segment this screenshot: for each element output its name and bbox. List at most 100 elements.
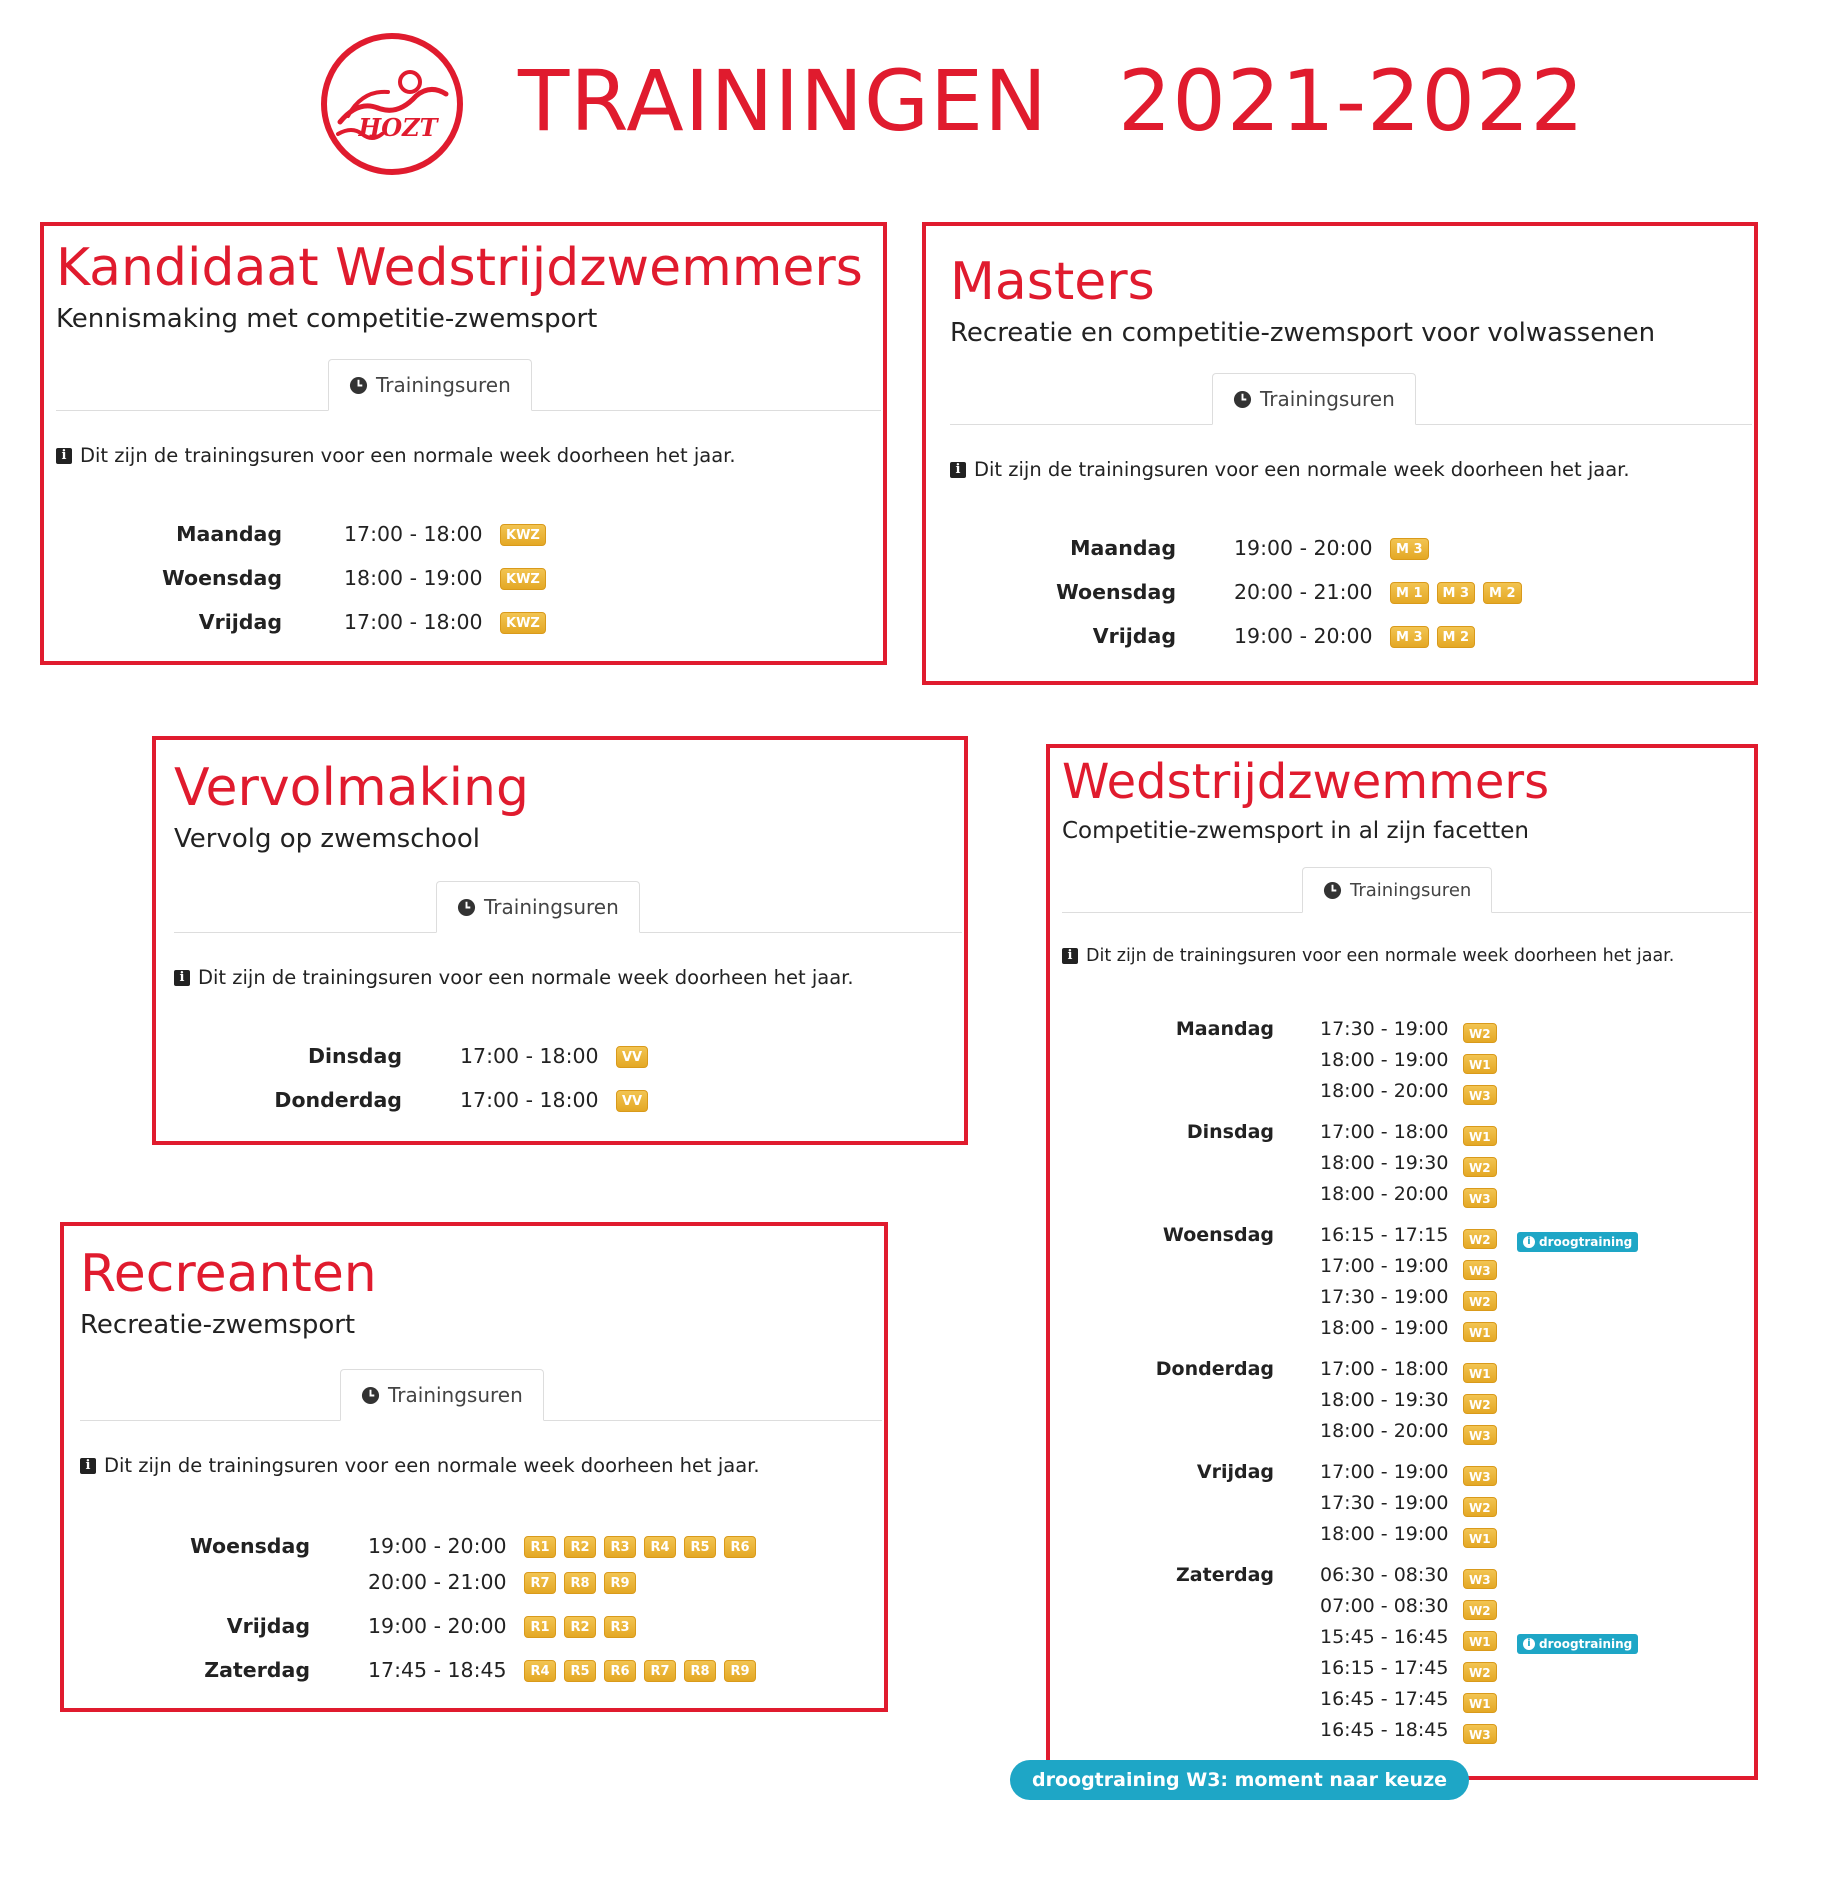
group-badges: R1 R2 R3 R4 R5 R6 <box>524 1536 756 1558</box>
group-badges: W2 <box>1463 1495 1497 1517</box>
day-label: Woensdag <box>190 1534 310 1558</box>
time-range: 19:00 - 20:00 <box>1234 624 1373 648</box>
time-range: 17:30 - 19:00 <box>1320 1286 1449 1308</box>
tab-trainingsuren[interactable]: Trainingsuren <box>1302 867 1493 913</box>
time-range: 18:00 - 20:00 <box>1320 1080 1449 1102</box>
group-badges: W1 <box>1463 1361 1497 1383</box>
info-badge-label: droogtraining <box>1539 1637 1633 1651</box>
schedule-line: 15:45 - 16:45 W1 i droogtraining <box>1320 1624 1750 1655</box>
group-badge: R6 <box>604 1660 636 1682</box>
schedule-line: 16:45 - 17:45 W1 <box>1320 1686 1750 1717</box>
schedule-row: Vrijdag 17:00 - 18:00 KWZ <box>44 604 644 648</box>
clock-icon <box>457 898 476 916</box>
svg-text:HOZT: HOZT <box>358 113 440 142</box>
info-badge: i droogtraining <box>1517 1634 1639 1654</box>
group-badge: W2 <box>1463 1157 1497 1177</box>
schedule-row: Woensdag 20:00 - 21:00 M 1 M 3 M 2 <box>926 574 1626 618</box>
schedule-table: Maandag 19:00 - 20:00 M 3 Woensdag 20:00… <box>926 530 1626 662</box>
group-badge: W2 <box>1463 1023 1497 1043</box>
tab-trainingsuren[interactable]: Trainingsuren <box>436 881 640 933</box>
group-badges: W3 <box>1463 1722 1497 1744</box>
time-range: 18:00 - 20:00 <box>1320 1183 1449 1205</box>
schedule-row: Maandag 17:00 - 18:00 KWZ <box>44 516 644 560</box>
group-badges: M 3 M 2 <box>1390 626 1476 648</box>
card-title: Vervolmaking <box>174 758 529 818</box>
time-range: 17:00 - 19:00 <box>1320 1461 1449 1483</box>
group-badges: KWZ <box>500 568 546 590</box>
group-badges: W3 <box>1463 1423 1497 1445</box>
day-label: Vrijdag <box>198 610 282 634</box>
group-badge: R2 <box>564 1616 596 1638</box>
group-badge: W3 <box>1463 1569 1497 1589</box>
group-badges: W1 <box>1463 1320 1497 1342</box>
group-badges: R4 R5 R6 R7 R8 R9 <box>524 1660 756 1682</box>
time-range: 17:00 - 18:00 <box>460 1044 599 1068</box>
info-icon: i <box>56 447 72 464</box>
time-range: 18:00 - 20:00 <box>1320 1420 1449 1442</box>
time-range: 17:00 - 18:00 <box>460 1088 599 1112</box>
day-label: Donderdag <box>274 1088 402 1112</box>
group-badge: M 1 <box>1390 582 1429 604</box>
group-badges: R1 R2 R3 <box>524 1616 636 1638</box>
group-badge: W1 <box>1463 1126 1497 1146</box>
schedule-table: Maandag 17:00 - 18:00 KWZ Woensdag 18:00… <box>44 516 644 648</box>
group-badge: W3 <box>1463 1724 1497 1744</box>
group-badges: VV <box>616 1090 649 1112</box>
group-badge: R7 <box>644 1660 676 1682</box>
time-range: 19:00 - 20:00 <box>368 1534 507 1558</box>
group-badge: W1 <box>1463 1693 1497 1713</box>
schedule-line: 18:00 - 20:00 W3 <box>1320 1078 1750 1109</box>
time-range: 17:00 - 18:00 <box>1320 1121 1449 1143</box>
day-group: Maandag 17:30 - 19:00 W2 18:00 - 19:00 W1 18:… <box>1050 1016 1750 1109</box>
droogtraining-badge: i droogtraining <box>1517 1227 1639 1252</box>
info-text: Dit zijn de trainingsuren voor een norma… <box>198 966 854 989</box>
group-badges: W2 <box>1463 1227 1497 1249</box>
card-title: Recreanten <box>80 1244 377 1304</box>
club-logo: HOZT <box>321 33 463 175</box>
card-subtitle: Competitie-zwemsport in al zijn facetten <box>1062 818 1529 844</box>
time-range: 17:00 - 18:00 <box>1320 1358 1449 1380</box>
tab-bar: Trainingsuren <box>80 1368 882 1421</box>
group-badge: R9 <box>604 1572 636 1594</box>
schedule-line: 07:00 - 08:30 W2 <box>1320 1593 1750 1624</box>
group-badge: M 3 <box>1390 626 1429 648</box>
group-badge: R4 <box>524 1660 556 1682</box>
time-range: 18:00 - 19:00 <box>1320 1049 1449 1071</box>
group-badges: W3 <box>1463 1083 1497 1105</box>
schedule-row: 20:00 - 21:00 R7 R8 R9 <box>64 1564 864 1608</box>
time-range: 16:45 - 18:45 <box>1320 1719 1449 1741</box>
card-kwz: Kandidaat Wedstrijdzwemmers Kennismaking… <box>40 222 887 665</box>
time-range: 20:00 - 21:00 <box>1234 580 1373 604</box>
group-badge: W3 <box>1463 1188 1497 1208</box>
group-badge: R2 <box>564 1536 596 1558</box>
time-range: 19:00 - 20:00 <box>1234 536 1373 560</box>
card-masters: Masters Recreatie en competitie-zwemspor… <box>922 222 1758 685</box>
time-range: 18:00 - 19:00 <box>1320 1317 1449 1339</box>
day-label: Zaterdag <box>204 1658 310 1682</box>
schedule-line: 18:00 - 19:30 W2 <box>1320 1150 1750 1181</box>
schedule-row: Zaterdag 17:45 - 18:45 R4 R5 R6 R7 R8 R9 <box>64 1652 864 1696</box>
tab-label: Trainingsuren <box>1350 879 1472 901</box>
tab-trainingsuren[interactable]: Trainingsuren <box>340 1369 544 1421</box>
tab-trainingsuren[interactable]: Trainingsuren <box>1212 373 1416 425</box>
group-badge: W3 <box>1463 1466 1497 1486</box>
group-badge: W3 <box>1463 1260 1497 1280</box>
time-range: 18:00 - 19:30 <box>1320 1389 1449 1411</box>
group-badges: W3 <box>1463 1567 1497 1589</box>
group-badges: KWZ <box>500 524 546 546</box>
group-badges: W3 <box>1463 1258 1497 1280</box>
day-group: Dinsdag 17:00 - 18:00 W1 18:00 - 19:30 W2 18:… <box>1050 1119 1750 1212</box>
day-group: Zaterdag 06:30 - 08:30 W3 07:00 - 08:30 W2 15… <box>1050 1562 1750 1748</box>
schedule-row: Maandag 19:00 - 20:00 M 3 <box>926 530 1626 574</box>
time-range: 16:45 - 17:45 <box>1320 1688 1449 1710</box>
group-badge: W1 <box>1463 1054 1497 1074</box>
card-subtitle: Kennismaking met competitie-zwemsport <box>56 304 598 334</box>
time-range: 06:30 - 08:30 <box>1320 1564 1449 1586</box>
info-line: i Dit zijn de trainingsuren voor een nor… <box>1062 946 1674 966</box>
group-badge: W1 <box>1463 1322 1497 1342</box>
group-badges: VV <box>616 1046 649 1068</box>
group-badge: KWZ <box>500 612 546 634</box>
clock-icon <box>349 376 368 394</box>
tab-trainingsuren[interactable]: Trainingsuren <box>328 359 532 411</box>
day-label: Vrijdag <box>226 1614 310 1638</box>
